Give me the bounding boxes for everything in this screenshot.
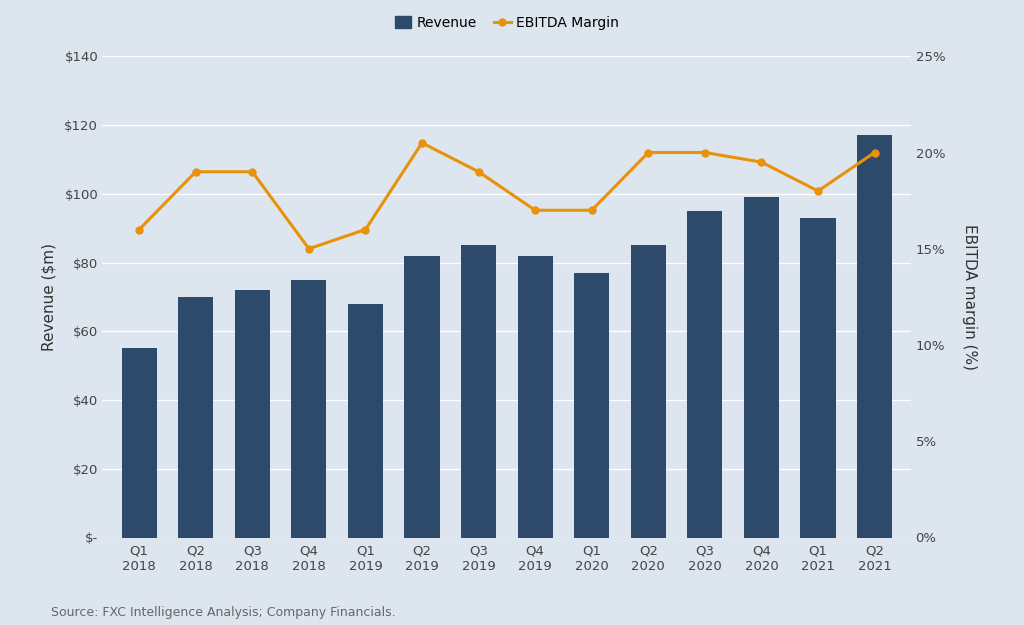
- Bar: [404, 256, 439, 538]
- Bar: [631, 245, 666, 538]
- EBITDA Margin: [586, 206, 598, 214]
- Legend: Revenue, EBITDA Margin: Revenue, EBITDA Margin: [389, 10, 625, 36]
- EBITDA Margin: [529, 206, 542, 214]
- EBITDA Margin: [472, 168, 484, 176]
- Bar: [687, 211, 722, 538]
- Bar: [517, 256, 553, 538]
- Bar: [857, 135, 892, 538]
- EBITDA Margin: [189, 168, 202, 176]
- EBITDA Margin: [698, 149, 711, 156]
- Line: EBITDA Margin: EBITDA Margin: [136, 139, 878, 252]
- Bar: [348, 304, 383, 538]
- EBITDA Margin: [303, 245, 315, 252]
- EBITDA Margin: [416, 139, 428, 147]
- EBITDA Margin: [246, 168, 258, 176]
- Bar: [461, 245, 497, 538]
- EBITDA Margin: [642, 149, 654, 156]
- Bar: [743, 198, 779, 538]
- Bar: [234, 290, 270, 538]
- EBITDA Margin: [133, 226, 145, 233]
- Bar: [292, 280, 327, 538]
- EBITDA Margin: [359, 226, 372, 233]
- Bar: [122, 349, 157, 538]
- Y-axis label: Revenue ($m): Revenue ($m): [41, 243, 56, 351]
- Bar: [574, 272, 609, 538]
- Y-axis label: EBITDA margin (%): EBITDA margin (%): [962, 224, 977, 370]
- Text: Source: FXC Intelligence Analysis; Company Financials.: Source: FXC Intelligence Analysis; Compa…: [51, 606, 396, 619]
- Bar: [178, 297, 213, 538]
- EBITDA Margin: [868, 149, 881, 156]
- Bar: [801, 217, 836, 538]
- EBITDA Margin: [812, 188, 824, 195]
- EBITDA Margin: [756, 158, 768, 166]
